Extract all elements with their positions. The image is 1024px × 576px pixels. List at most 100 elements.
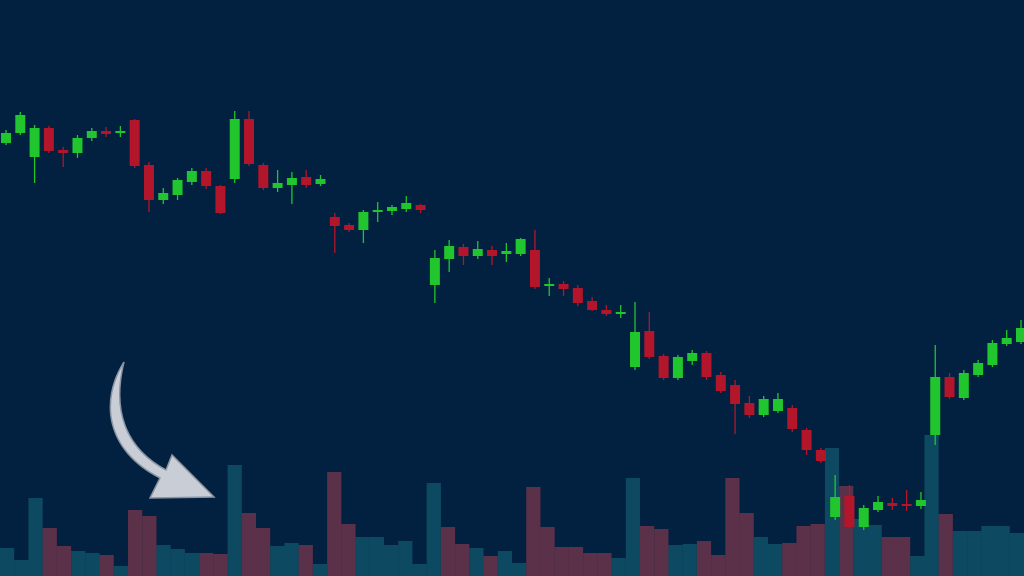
candle-body <box>1 133 11 143</box>
volume-bar <box>85 553 100 576</box>
candle-body <box>58 150 69 153</box>
candle-body <box>644 331 655 357</box>
volume-bar <box>184 553 200 576</box>
volume-bar <box>625 478 640 576</box>
candle-body <box>973 363 984 375</box>
volume-bar <box>910 556 925 576</box>
volume-bar <box>768 544 783 576</box>
candle-body <box>201 171 212 186</box>
candle-body <box>386 207 397 211</box>
volume-bar <box>682 544 697 576</box>
candle-body <box>286 178 297 185</box>
candle-body <box>344 225 355 230</box>
candle-body <box>401 203 412 209</box>
candle-body <box>515 239 526 254</box>
volume-bar <box>896 537 911 576</box>
volume-bar <box>113 566 128 576</box>
volume-bar <box>753 537 768 576</box>
candle-body <box>458 247 469 256</box>
volume-bar <box>696 541 712 576</box>
candle-body <box>730 385 741 404</box>
volume-bar <box>967 531 982 576</box>
volume-bar <box>469 548 484 576</box>
candle-body <box>915 500 926 506</box>
volume-bar <box>540 527 555 576</box>
volume-bar <box>28 498 43 576</box>
volume-bar <box>369 537 384 576</box>
volume-bar <box>341 524 356 576</box>
volume-bar <box>867 525 882 576</box>
candle-body <box>372 210 383 212</box>
volume-bar <box>42 528 57 576</box>
volume-bar <box>156 545 171 576</box>
candle-body <box>958 373 969 398</box>
volume-bar <box>654 529 669 576</box>
candle-body <box>29 128 40 157</box>
candle-body <box>244 119 255 164</box>
volume-bar <box>526 487 541 576</box>
candle-body <box>944 377 955 397</box>
candle-body <box>272 183 283 188</box>
volume-bar <box>270 546 285 576</box>
candle-body <box>429 258 440 285</box>
candle-body <box>844 496 855 527</box>
volume-bar <box>568 547 584 576</box>
candle-body <box>672 357 683 378</box>
volume-bar <box>398 541 413 576</box>
candle-body <box>858 508 869 527</box>
volume-bar <box>440 527 456 576</box>
candle-body <box>72 138 83 153</box>
candle-body <box>687 353 698 361</box>
volume-bar <box>725 478 740 576</box>
volume-layer <box>0 435 1024 576</box>
candle-body <box>43 128 54 151</box>
candle-body <box>873 502 884 510</box>
volume-bar <box>995 526 1010 576</box>
volume-bar <box>455 544 470 576</box>
volume-bar <box>952 531 968 576</box>
candle-body <box>229 119 240 179</box>
volume-bar <box>483 556 498 576</box>
candle-body <box>558 284 569 289</box>
volume-bar <box>142 516 157 576</box>
candle-body <box>186 171 197 182</box>
candle-body <box>572 288 583 303</box>
candle-body <box>529 250 540 287</box>
candle-body <box>415 205 426 210</box>
volume-bar <box>71 551 86 576</box>
volume-bar <box>583 553 598 576</box>
volume-bar <box>711 555 726 576</box>
candle-body <box>501 251 512 254</box>
candle-body <box>601 310 612 314</box>
candle-body <box>715 375 726 391</box>
volume-bar <box>284 543 299 576</box>
candle-body <box>15 115 26 133</box>
candle-body <box>444 246 455 259</box>
volume-bar <box>881 537 896 576</box>
volume-bar <box>128 510 143 576</box>
candle-body <box>830 497 841 517</box>
volume-bar <box>227 465 242 576</box>
candle-body <box>930 377 941 435</box>
candle-body <box>630 332 641 367</box>
volume-bar <box>739 513 754 576</box>
candle-body <box>987 343 998 365</box>
candle-body <box>215 186 226 213</box>
candle-body <box>115 131 126 133</box>
volume-bar <box>512 563 527 576</box>
volume-bar <box>810 524 825 576</box>
volume-bar <box>0 548 15 576</box>
volume-bar <box>1009 533 1024 576</box>
volume-bar <box>412 564 427 576</box>
volume-bar <box>213 554 228 576</box>
volume-bar <box>426 483 441 576</box>
volume-bar <box>56 546 72 576</box>
candle-body <box>544 284 555 286</box>
candle-body <box>86 131 97 138</box>
volume-bar <box>170 549 185 576</box>
candle-body <box>887 503 898 506</box>
volume-bar <box>14 560 29 576</box>
volume-bar <box>199 553 214 576</box>
